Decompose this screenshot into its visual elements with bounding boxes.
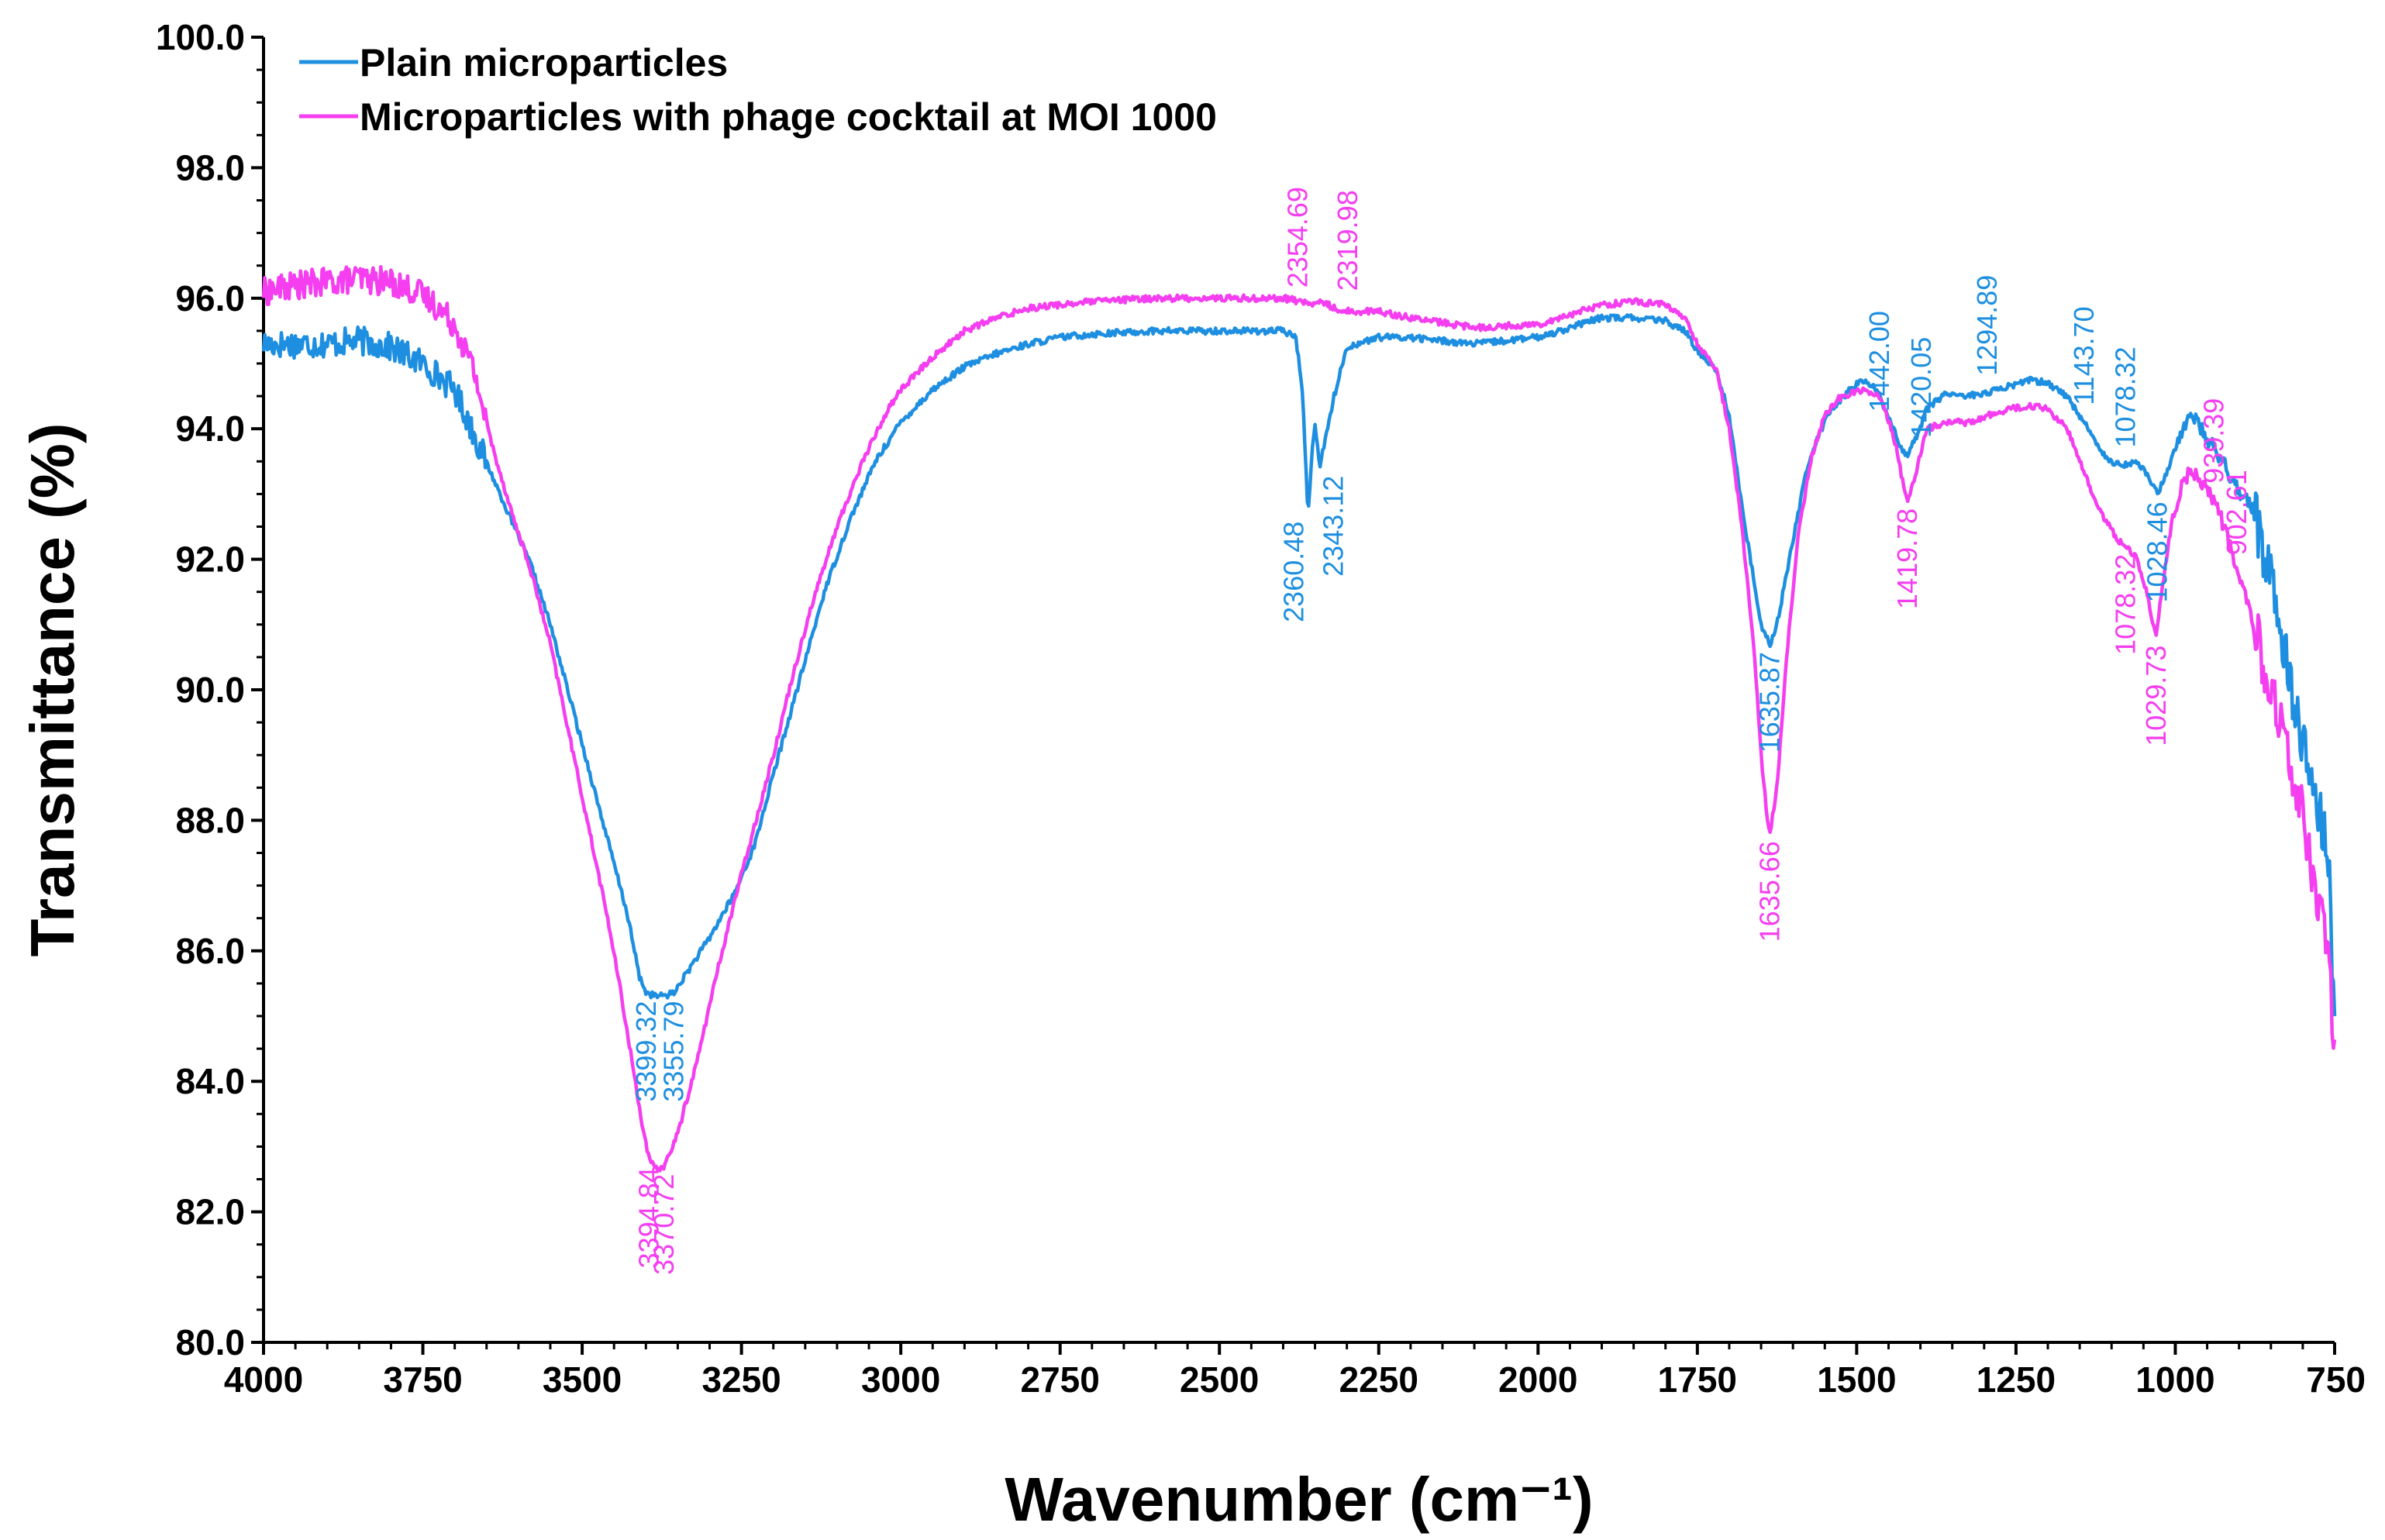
peak-label: 2354.69 <box>1281 187 1313 288</box>
series-line-plain <box>261 313 2337 1017</box>
peak-label: 1635.87 <box>1754 652 1786 753</box>
y-tick-label: 98.0 <box>175 147 245 188</box>
y-tick-label: 88.0 <box>175 800 245 840</box>
y-tick-label: 100.0 <box>156 17 245 57</box>
y-tick-label: 84.0 <box>175 1061 245 1101</box>
x-tick-label: 1250 <box>1977 1359 2056 1400</box>
peak-label: 1294.89 <box>1971 275 2003 376</box>
x-axis-ticks: 4000 3750 3500 3250 3000 2750 2500 2250 2000 1750… <box>224 1342 2366 1400</box>
peak-label: 2360.48 <box>1278 522 1310 622</box>
peak-label: 1419.78 <box>1891 508 1923 609</box>
legend-label-phage: Microparticles with phage cocktail at MO… <box>360 95 1217 139</box>
legend-label-plain: Plain microparticles <box>360 41 728 84</box>
peak-label: 902.61 <box>2221 470 2252 555</box>
peak-label: 1078.32 <box>2109 554 2141 655</box>
x-tick-label: 750 <box>2306 1359 2366 1400</box>
x-tick-label: 1000 <box>2135 1359 2214 1400</box>
x-tick-label: 3500 <box>543 1359 622 1400</box>
y-axis-ticks: 80.0 82.0 84.0 86.0 88.0 90.0 92.0 94.0 96.0 98.0… <box>156 17 264 1363</box>
peak-label: 3399.32 <box>630 1001 662 1102</box>
y-tick-label: 90.0 <box>175 670 245 710</box>
x-tick-label: 4000 <box>224 1359 303 1400</box>
peak-label: 1420.05 <box>1905 337 1937 438</box>
peak-label: 939.39 <box>2198 398 2230 484</box>
x-tick-label: 3750 <box>383 1359 462 1400</box>
legend: Plain microparticles Microparticles with… <box>299 41 1217 139</box>
y-axis-title: Transmittance (%) <box>18 422 87 956</box>
x-tick-label: 2750 <box>1021 1359 1100 1400</box>
peak-label: 1635.66 <box>1754 841 1786 942</box>
y-tick-label: 82.0 <box>175 1192 245 1232</box>
peak-label: 1029.73 <box>2140 646 2172 746</box>
peak-label: 1078.32 <box>2109 346 2141 447</box>
x-tick-label: 2250 <box>1339 1359 1418 1400</box>
series-line-phage <box>261 265 2337 1173</box>
peak-label: 1143.70 <box>2068 306 2100 405</box>
x-tick-label: 1750 <box>1658 1359 1737 1400</box>
peak-label: 1442.00 <box>1863 311 1895 412</box>
peak-label: 3394.84 <box>632 1167 664 1268</box>
x-tick-label: 3000 <box>861 1359 940 1400</box>
peak-label: 1028.46 <box>2141 501 2173 602</box>
x-tick-label: 2000 <box>1498 1359 1577 1400</box>
y-tick-label: 80.0 <box>175 1322 245 1363</box>
y-tick-label: 96.0 <box>175 278 245 319</box>
x-tick-label: 1500 <box>1817 1359 1896 1400</box>
y-tick-label: 86.0 <box>175 931 245 971</box>
peak-label: 3370.72 <box>648 1174 680 1275</box>
x-tick-label: 3250 <box>701 1359 781 1400</box>
peak-label: 3355.79 <box>658 1001 690 1102</box>
peak-label: 2319.98 <box>1332 190 1363 291</box>
y-tick-label: 94.0 <box>175 408 245 449</box>
x-axis-title: Wavenumber (cm⁻¹) <box>1005 1465 1593 1534</box>
peak-label: 2343.12 <box>1317 476 1349 577</box>
y-tick-label: 92.0 <box>175 539 245 580</box>
x-tick-label: 2500 <box>1180 1359 1259 1400</box>
series-layer <box>261 265 2337 1173</box>
